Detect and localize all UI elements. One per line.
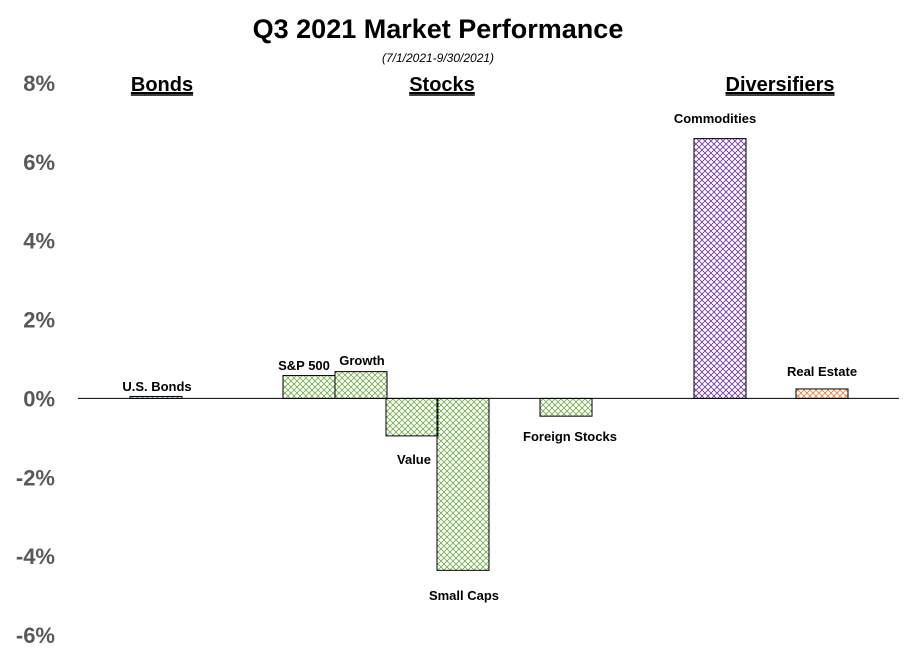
chart-subtitle: (7/1/2021-9/30/2021) bbox=[382, 51, 494, 65]
y-axis-ticks: 8% 6% 4% 2% 0% -2% -4% -6% bbox=[16, 71, 55, 648]
y-tick-label: 6% bbox=[23, 150, 55, 175]
bar-labels: U.S. Bonds S&P 500 Growth Value Small Caps Fo… bbox=[122, 111, 857, 603]
group-labels: Bonds Stocks Diversifiers bbox=[130, 74, 835, 96]
y-tick-label: -6% bbox=[16, 623, 55, 648]
bar-s-p-500 bbox=[282, 375, 336, 399]
bar-label: Commodities bbox=[674, 111, 756, 126]
bar-value bbox=[385, 397, 439, 437]
bar-label: Real Estate bbox=[787, 364, 857, 379]
y-tick-label: -2% bbox=[16, 465, 55, 490]
bars bbox=[129, 138, 849, 571]
bar-commodities bbox=[693, 138, 747, 399]
y-tick-label: 0% bbox=[23, 386, 55, 411]
bar-foreign-stocks bbox=[539, 397, 593, 417]
group-label: Stocks bbox=[409, 74, 475, 96]
y-tick-label: 2% bbox=[23, 308, 55, 333]
bar-label: Foreign Stocks bbox=[523, 429, 617, 444]
y-tick-label: -4% bbox=[16, 544, 55, 569]
bar-label: Small Caps bbox=[429, 588, 499, 603]
group-label: Diversifiers bbox=[726, 74, 835, 96]
bar-growth bbox=[334, 371, 388, 399]
bar-label: Growth bbox=[339, 353, 385, 368]
bar-small-caps bbox=[436, 397, 490, 571]
bar-label: S&P 500 bbox=[278, 358, 330, 373]
y-tick-label: 8% bbox=[23, 71, 55, 96]
bar-real-estate bbox=[795, 388, 849, 399]
chart-title: Q3 2021 Market Performance bbox=[253, 14, 624, 44]
group-label: Bonds bbox=[131, 74, 193, 96]
bar-label: U.S. Bonds bbox=[122, 379, 191, 394]
bar-label: Value bbox=[397, 452, 431, 467]
y-tick-label: 4% bbox=[23, 229, 55, 254]
